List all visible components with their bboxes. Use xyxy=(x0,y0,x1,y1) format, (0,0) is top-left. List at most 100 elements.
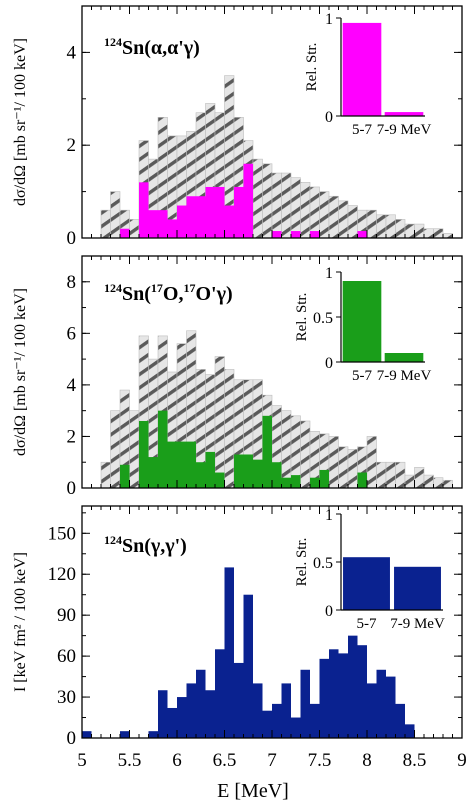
total-bar xyxy=(110,191,121,239)
total-bar xyxy=(214,356,225,489)
total-bar xyxy=(423,228,434,239)
coincident-bar xyxy=(158,410,168,488)
bar xyxy=(319,658,329,738)
bar xyxy=(196,669,206,738)
coincident-bar xyxy=(196,196,206,238)
y-tick-label: 2 xyxy=(67,135,77,156)
total-bar xyxy=(309,186,320,239)
x-tick-label: 7.5 xyxy=(308,750,332,771)
total-bar xyxy=(404,223,415,239)
bar xyxy=(281,683,291,738)
total-bar xyxy=(347,205,358,239)
total-bar xyxy=(366,436,377,489)
y-axis-label: dσ/dΩ [mb sr⁻¹/ 100 keV] xyxy=(12,38,29,206)
total-bar xyxy=(224,369,235,489)
inset-bar xyxy=(342,22,382,116)
y-axis-label: I [keV fm² / 100 keV] xyxy=(12,552,29,692)
inset-y-tick-label: 0.5 xyxy=(313,555,333,572)
coincident-bar xyxy=(148,210,158,238)
total-bar xyxy=(395,219,406,239)
top-panel: 0 2 4 dσ/dΩ [mb sr⁻¹/ 100 keV] 124Sn(α,α'γ) 5… xyxy=(12,5,463,249)
x-tick-label: 8.5 xyxy=(403,750,427,771)
bar xyxy=(186,683,196,738)
coincident-bar xyxy=(167,441,177,488)
y-tick-label: 0 xyxy=(67,728,77,749)
bar xyxy=(177,697,187,738)
bar xyxy=(357,645,367,738)
panel-title: 124Sn(γ,γ') xyxy=(104,533,187,557)
coincident-bar xyxy=(310,477,320,488)
bar xyxy=(167,707,177,738)
coincident-bar xyxy=(243,454,253,488)
x-tick-label: 5 xyxy=(77,750,87,771)
coincident-bar xyxy=(253,459,263,488)
total-bar xyxy=(404,474,415,489)
total-bar xyxy=(414,223,425,239)
inset-y-axis-label: Rel. Str. xyxy=(304,43,320,92)
x-tick-label: 6.5 xyxy=(213,750,237,771)
x-axis-label: E [MeV] xyxy=(217,780,289,802)
coincident-bar xyxy=(139,420,149,488)
inset-category-label: 5-7 xyxy=(352,122,372,138)
coincident-bar xyxy=(310,231,320,238)
total-bar xyxy=(414,467,425,489)
bar xyxy=(82,731,92,738)
total-bar xyxy=(433,228,444,239)
y-tick-label: 2 xyxy=(67,426,77,447)
coincident-bar xyxy=(139,182,149,238)
total-bar xyxy=(442,479,453,489)
bar xyxy=(348,635,358,738)
bar xyxy=(405,724,415,738)
total-bar xyxy=(385,461,396,489)
inset-category-label: 7-9 MeV xyxy=(377,368,432,384)
y-tick-label: 120 xyxy=(48,564,77,585)
inset-bar xyxy=(394,566,441,610)
bar xyxy=(205,690,215,738)
total-bar xyxy=(300,182,311,239)
total-bar xyxy=(100,209,111,239)
panel-title: 124Sn(α,α'γ) xyxy=(104,35,200,59)
total-bar xyxy=(281,410,292,489)
total-bar xyxy=(366,209,377,239)
y-tick-label: 4 xyxy=(67,375,77,396)
coincident-bar xyxy=(167,219,177,238)
y-tick-label: 150 xyxy=(48,523,77,544)
bar xyxy=(300,669,310,738)
x-tick-label: 5.5 xyxy=(118,750,142,771)
y-tick-label: 6 xyxy=(67,323,77,344)
middle-panel: 0 2 4 6 8 dσ/dΩ [mb sr⁻¹/ 100 keV] 124Sn(17O,1… xyxy=(12,255,463,499)
coincident-bar xyxy=(205,451,215,488)
total-bar xyxy=(319,191,330,239)
bar xyxy=(329,649,339,738)
total-bar xyxy=(262,163,273,239)
bar xyxy=(262,710,272,738)
coincident-bar xyxy=(120,228,130,238)
bar xyxy=(272,703,282,738)
y-tick-label: 0 xyxy=(67,228,77,249)
inset-y-tick-label: 1 xyxy=(325,265,333,282)
coincident-bar xyxy=(291,231,301,238)
total-bar xyxy=(385,214,396,239)
coincident-bar xyxy=(281,477,291,488)
total-bar xyxy=(442,233,453,239)
y-tick-label: 4 xyxy=(67,42,77,63)
bar xyxy=(148,731,158,738)
x-tick-label: 6 xyxy=(172,750,182,771)
coincident-bar xyxy=(224,205,234,238)
total-bar xyxy=(110,410,121,489)
total-bar xyxy=(433,477,444,489)
inset-bar xyxy=(342,281,382,362)
y-tick-label: 30 xyxy=(57,687,76,708)
bar xyxy=(367,683,377,738)
coincident-bar xyxy=(196,462,206,488)
inset-category-label: 5-7 xyxy=(357,616,377,632)
coincident-bar xyxy=(357,472,367,488)
coincident-bar xyxy=(319,469,329,488)
bar xyxy=(376,669,386,738)
coincident-bar xyxy=(120,464,130,488)
x-tick-label: 7 xyxy=(267,750,277,771)
total-bar xyxy=(271,172,282,239)
bar xyxy=(120,731,130,738)
